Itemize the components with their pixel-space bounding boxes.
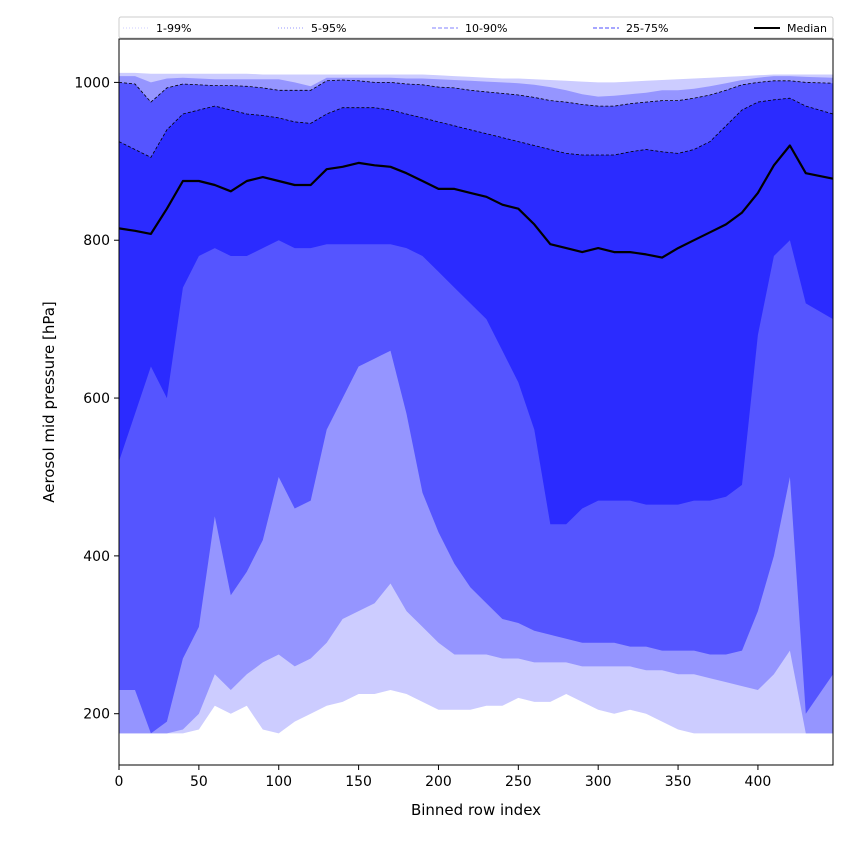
y-axis-label: Aerosol mid pressure [hPa]: [40, 301, 58, 503]
x-tick-label: 0: [115, 774, 124, 790]
y-tick-label: 1000: [74, 75, 110, 91]
median-line: [118, 144, 834, 259]
x-tick-label: 200: [425, 774, 452, 790]
y-tick-label: 200: [83, 707, 110, 723]
median-layer: [118, 144, 834, 259]
x-tick-label: 350: [665, 774, 692, 790]
band-25-75pct: [119, 98, 833, 525]
x-tick-label: 150: [345, 774, 372, 790]
x-axis-ticks: 0 50 100 150 200 250 300 350 400: [115, 765, 772, 790]
x-tick-label: 50: [190, 774, 208, 790]
legend-label: Median: [787, 22, 827, 35]
legend-label: 10-90%: [465, 22, 507, 35]
edge-p90: [118, 79, 834, 107]
y-tick-label: 800: [83, 233, 110, 249]
x-tick-label: 300: [585, 774, 612, 790]
edge-p75: [118, 97, 834, 158]
legend-label: 1-99%: [156, 22, 191, 35]
x-tick-label: 400: [745, 774, 772, 790]
y-tick-label: 600: [83, 391, 110, 407]
y-tick-label: 400: [83, 549, 110, 565]
x-tick-label: 250: [505, 774, 532, 790]
x-tick-label: 100: [265, 774, 292, 790]
y-axis-ticks: 200 400 600 800 1000: [74, 75, 119, 723]
legend-box: [118, 16, 834, 39]
legend-label: 5-95%: [311, 22, 346, 35]
plot-frame: [118, 38, 834, 766]
legend-label: 25-75%: [626, 22, 668, 35]
legend: 1-99% 5-95% 10-90% 25-75% Median: [118, 16, 834, 39]
x-axis-label: Binned row index: [411, 801, 541, 819]
percentile-bands: [118, 72, 834, 734]
